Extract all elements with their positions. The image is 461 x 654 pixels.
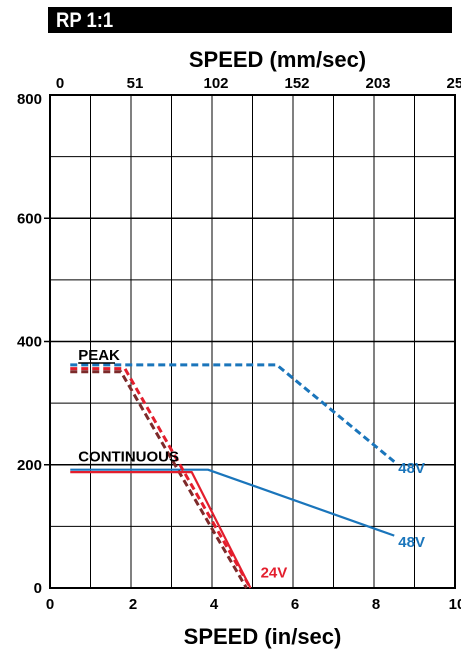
grid [44, 95, 455, 588]
x-tick-label: 2 [129, 596, 137, 613]
x2-tick-label: 102 [203, 75, 228, 92]
y-tick-label: 400 [17, 334, 42, 351]
x2-axis-title: SPEED (mm/sec) [189, 47, 366, 72]
series-line-48v [70, 363, 396, 463]
x-tick-label: 8 [372, 596, 380, 613]
series-label: 24V [261, 565, 288, 582]
series-label: 48V [398, 534, 425, 551]
y-tick-label: 800 [17, 91, 42, 108]
x-tick-label: 10 [449, 596, 461, 613]
y-tick-label: 600 [17, 210, 42, 227]
x-tick-label: 0 [46, 596, 54, 613]
x2-tick-label: 51 [127, 75, 144, 92]
x2-tick-label: 254 [446, 75, 461, 92]
plot-frame [49, 94, 456, 589]
series-line-48v [70, 468, 395, 537]
x-axis-title: SPEED (in/sec) [184, 624, 342, 649]
annotation-label: CONTINUOUS [78, 449, 179, 466]
series-label: 48V [398, 460, 425, 477]
x2-tick-label: 152 [284, 75, 309, 92]
x2-tick-label: 0 [56, 75, 64, 92]
series-line-24v [70, 471, 252, 589]
header-bar [48, 7, 452, 33]
y-tick-label: 200 [17, 457, 42, 474]
y-tick-label: 0 [34, 580, 42, 597]
chart-title: RP 1:1 [56, 9, 114, 32]
annotation-label: PEAK [78, 347, 120, 364]
series-line-24v-dark [70, 370, 248, 589]
series-line-24v [70, 367, 252, 589]
x-tick-label: 4 [210, 596, 219, 613]
x2-tick-label: 203 [365, 75, 390, 92]
x-tick-label: 6 [291, 596, 299, 613]
